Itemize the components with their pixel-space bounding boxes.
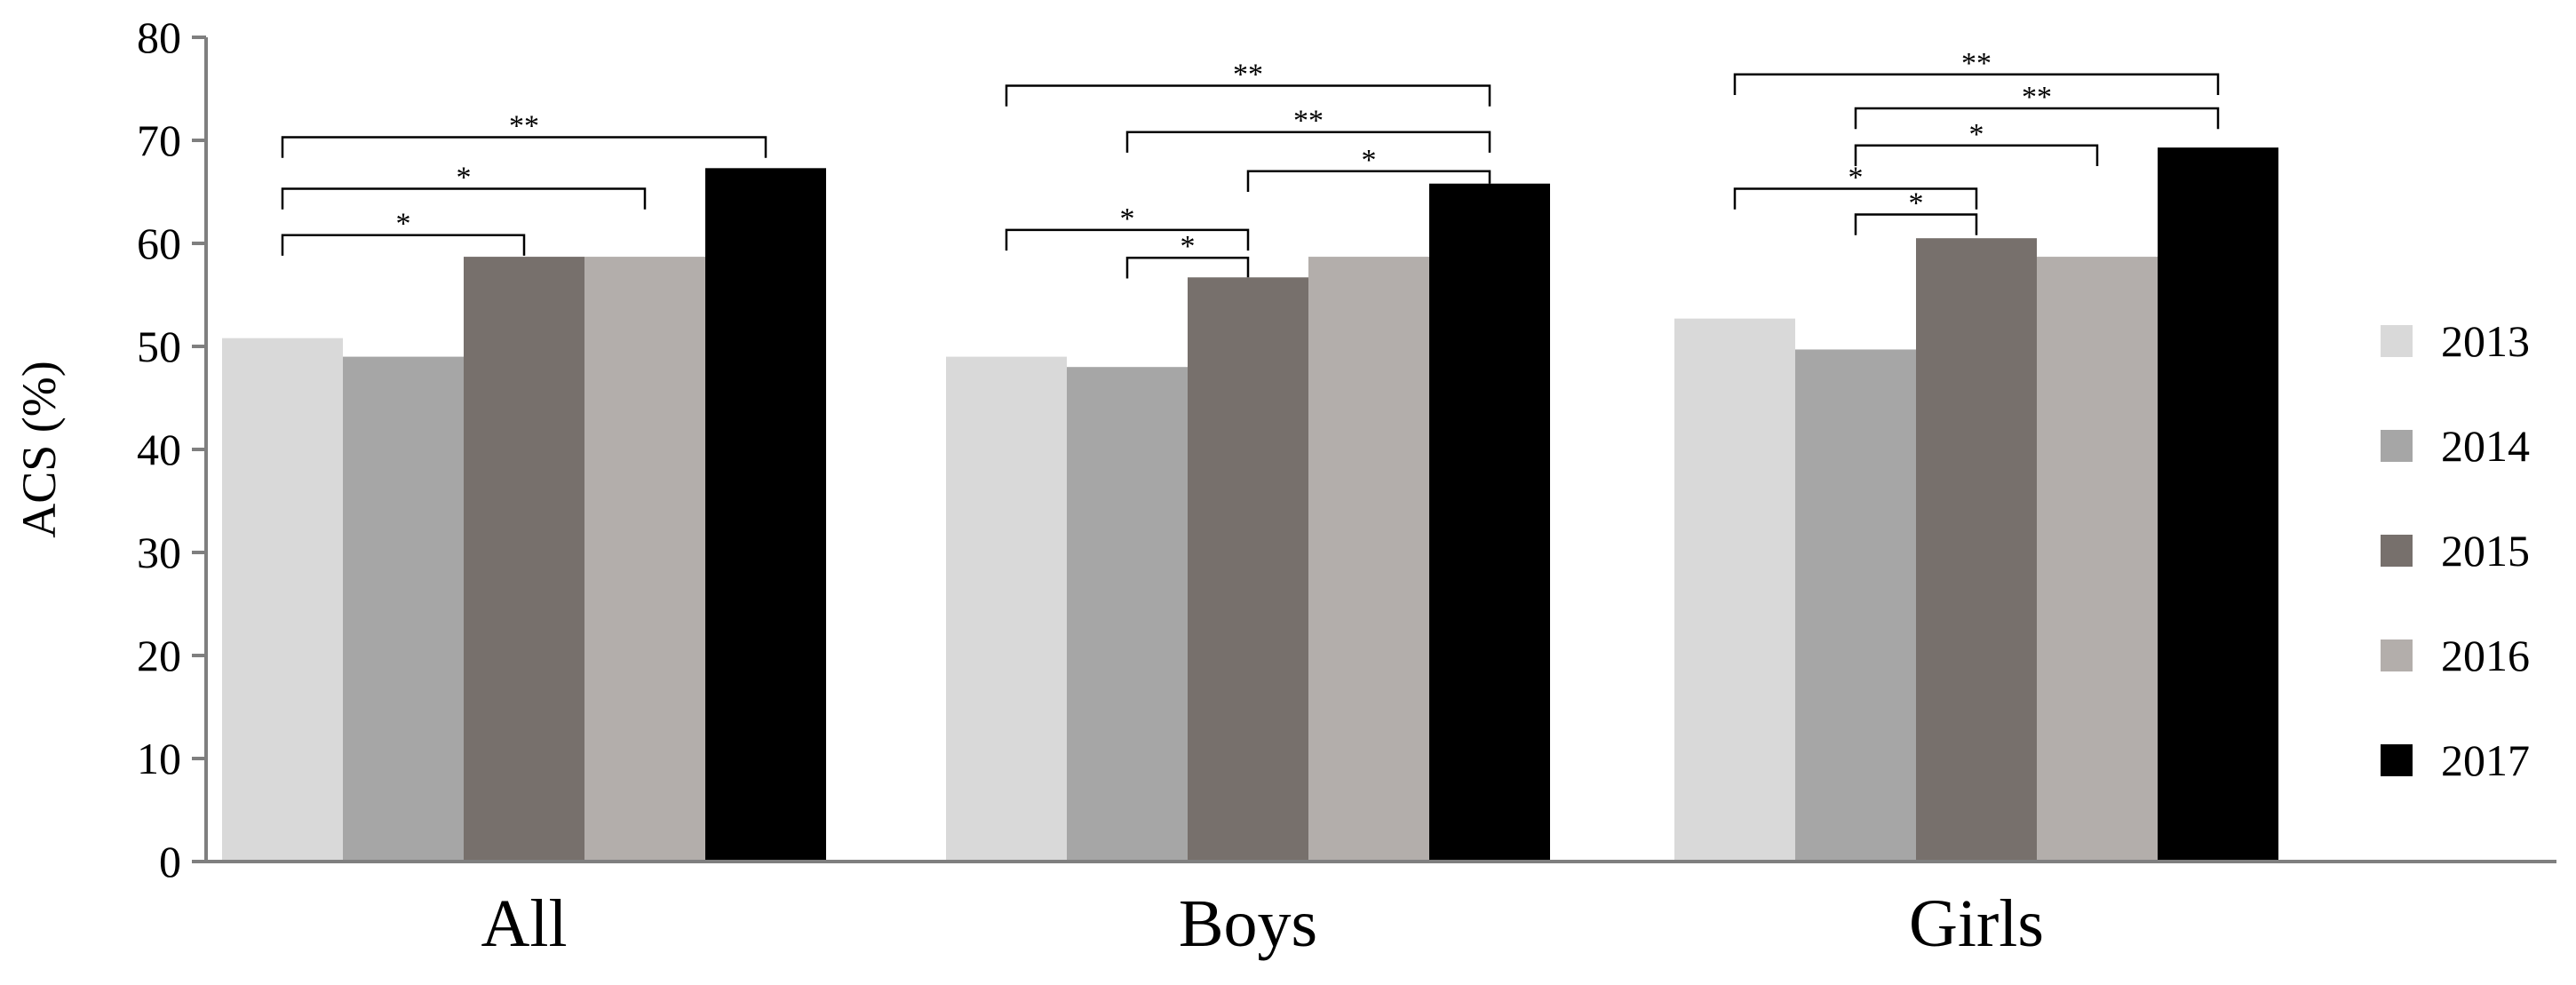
significance-label: * (396, 208, 411, 241)
significance-label: ** (2022, 81, 2052, 114)
significance-label: ** (1233, 59, 1263, 91)
bar-boys-2014 (1067, 367, 1188, 862)
significance-bracket (1125, 256, 1250, 279)
axes-layer: 0 10 20 30 40 50 60 70 80 All Boys Girls (137, 12, 2556, 961)
bars-layer (222, 147, 2278, 862)
bar-girls-2015 (1916, 238, 2037, 862)
y-tick-label-10: 10 (137, 734, 181, 783)
significance-bracket (1005, 228, 1250, 251)
significance-label: * (1909, 187, 1924, 220)
bar-girls-2016 (2037, 257, 2158, 862)
significance-bracket (1733, 73, 2220, 95)
significance-label: * (457, 162, 472, 195)
y-tick-label-70: 70 (137, 115, 181, 165)
y-tick-label-0: 0 (159, 837, 181, 886)
category-label-all: All (481, 886, 567, 961)
bar-all-2013 (222, 338, 343, 862)
bar-all-2015 (464, 257, 584, 862)
bar-boys-2016 (1308, 257, 1429, 862)
significance-bracket (281, 187, 647, 210)
category-label-boys: Boys (1179, 886, 1317, 961)
y-tick-label-80: 80 (137, 12, 181, 62)
significance-bracket (1125, 131, 1491, 153)
y-tick-label-50: 50 (137, 322, 181, 371)
significance-label: ** (1293, 105, 1324, 138)
significance-label: * (1120, 203, 1135, 235)
y-axis-title: ACS (%) (12, 361, 66, 538)
significance-bracket (281, 136, 767, 158)
legend-label-2014: 2014 (2441, 421, 2530, 471)
significance-bracket (1854, 144, 2099, 166)
legend: 2013 2014 2015 2016 2017 (2381, 316, 2530, 785)
significance-bracket (281, 234, 526, 256)
significance-bracket (1005, 84, 1491, 107)
significance-bracket (1854, 107, 2220, 130)
legend-label-2013: 2013 (2441, 316, 2530, 366)
bar-boys-2013 (946, 356, 1067, 862)
legend-swatch-2015 (2381, 535, 2413, 567)
bar-all-2017 (705, 168, 826, 862)
bar-boys-2017 (1429, 183, 1550, 862)
significance-bracket (1854, 213, 1978, 235)
significance-bracket (1733, 187, 1978, 210)
significance-label: ** (509, 110, 539, 143)
significance-label: * (1849, 162, 1864, 195)
legend-label-2015: 2015 (2441, 526, 2530, 576)
y-tick-label-40: 40 (137, 425, 181, 474)
legend-swatch-2013 (2381, 325, 2413, 357)
significance-label: * (1362, 144, 1377, 177)
legend-swatch-2016 (2381, 639, 2413, 671)
legend-swatch-2017 (2381, 744, 2413, 776)
bar-girls-2014 (1795, 349, 1916, 862)
bar-girls-2013 (1674, 318, 1795, 862)
y-tick-label-30: 30 (137, 528, 181, 577)
category-label-girls: Girls (1909, 886, 2044, 961)
y-tick-label-20: 20 (137, 631, 181, 680)
significance-label: * (1969, 118, 1984, 151)
bar-boys-2015 (1188, 277, 1308, 862)
significance-label: * (1181, 230, 1196, 263)
bar-girls-2017 (2158, 147, 2278, 862)
significance-layer: ****************** (281, 47, 2220, 279)
legend-swatch-2014 (2381, 430, 2413, 462)
bar-all-2016 (584, 257, 705, 862)
legend-label-2016: 2016 (2441, 631, 2530, 680)
y-tick-label-60: 60 (137, 218, 181, 268)
significance-label: ** (1961, 47, 1992, 80)
bar-all-2014 (343, 356, 464, 862)
significance-bracket (1246, 170, 1491, 192)
legend-label-2017: 2017 (2441, 735, 2530, 785)
